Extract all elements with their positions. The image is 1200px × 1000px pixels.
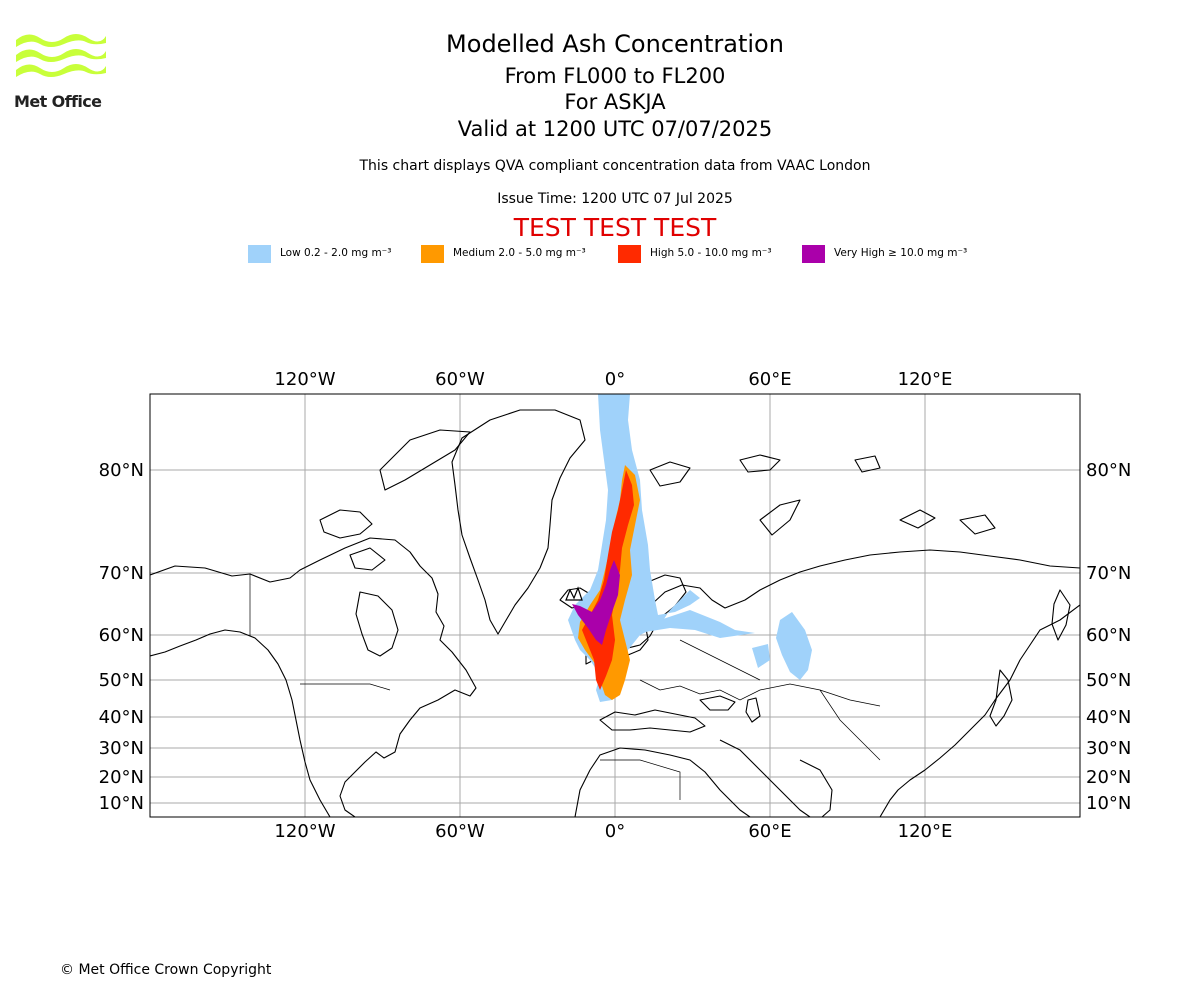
legend-label-high: High 5.0 - 10.0 mg m⁻³ [650, 247, 772, 259]
lon-label-top-60w: 60°W [435, 369, 485, 390]
copyright-notice: © Met Office Crown Copyright [60, 962, 272, 978]
legend-swatch-very-high [802, 245, 825, 263]
kamchatka [1051, 589, 1071, 641]
lat-label-left-80n: 80°N [99, 460, 144, 481]
legend-label-low: Low 0.2 - 2.0 mg m⁻³ [280, 247, 392, 259]
ash-very-high-region [572, 560, 620, 645]
lon-labels-bottom: 120°W 60°W 0° 60°E 120°E [274, 821, 952, 842]
asia-east-coast [879, 604, 1080, 817]
lat-labels-right: 80°N 70°N 60°N 50°N 40°N 30°N 20°N 10°N [1086, 460, 1131, 814]
issue-time: Issue Time: 1200 UTC 07 Jul 2025 [497, 191, 733, 207]
arctic-islands [319, 429, 471, 571]
north-america-coast [150, 537, 477, 817]
africa-north [574, 747, 751, 817]
svalbard-novaya [649, 454, 801, 536]
lat-label-right-70n: 70°N [1086, 563, 1131, 584]
border-us-canada [300, 683, 391, 691]
lat-label-left-70n: 70°N [99, 563, 144, 584]
lat-label-right-60n: 60°N [1086, 625, 1131, 646]
flight-level-range: From FL000 to FL200 [504, 64, 726, 88]
country-borders [249, 574, 881, 800]
ash-low-siberia [752, 612, 812, 680]
met-office-logo: Met Office [14, 30, 108, 112]
logo-text: Met Office [14, 92, 102, 111]
lat-label-right-80n: 80°N [1086, 460, 1131, 481]
volcano-name: For ASKJA [564, 90, 666, 114]
japan [989, 669, 1013, 727]
border-africa [600, 759, 681, 800]
mediterranean [599, 709, 706, 733]
lat-labels-left: 80°N 70°N 60°N 50°N 40°N 30°N 20°N 10°N [99, 460, 144, 814]
qva-note: This chart displays QVA compliant concen… [359, 158, 871, 174]
siberia-islands [854, 455, 996, 535]
coastlines [150, 409, 1080, 817]
legend-swatch-low [248, 245, 271, 263]
lon-label-bottom-120w: 120°W [274, 821, 335, 842]
lat-label-left-20n: 20°N [99, 767, 144, 788]
arabia-india [719, 739, 833, 817]
lat-label-right-30n: 30°N [1086, 738, 1131, 759]
lat-label-right-20n: 20°N [1086, 767, 1131, 788]
lat-label-left-60n: 60°N [99, 625, 144, 646]
lon-label-bottom-120e: 120°E [898, 821, 953, 842]
lon-label-top-0: 0° [605, 369, 625, 390]
lat-label-left-50n: 50°N [99, 670, 144, 691]
test-banner: TEST TEST TEST [513, 213, 717, 242]
met-office-wave-logo-icon [16, 34, 106, 77]
lon-label-top-60e: 60°E [748, 369, 791, 390]
lon-label-bottom-60e: 60°E [748, 821, 791, 842]
border-russia-west [679, 639, 761, 681]
ash-low-russia [632, 610, 755, 638]
chart-title: Modelled Ash Concentration [446, 30, 784, 58]
lat-label-left-10n: 10°N [99, 793, 144, 814]
ash-low-region [568, 394, 700, 702]
valid-time: Valid at 1200 UTC 07/07/2025 [457, 117, 773, 141]
legend-label-very-high: Very High ≥ 10.0 mg m⁻³ [834, 247, 968, 259]
legend: Low 0.2 - 2.0 mg m⁻³ Medium 2.0 - 5.0 mg… [0, 244, 1200, 264]
legend-swatch-medium [421, 245, 444, 263]
lon-label-top-120w: 120°W [274, 369, 335, 390]
border-eurasia [639, 679, 881, 707]
lon-label-bottom-0: 0° [605, 821, 625, 842]
lon-label-bottom-60w: 60°W [435, 821, 485, 842]
black-caspian [699, 695, 761, 723]
lon-label-top-120e: 120°E [898, 369, 953, 390]
border-china [819, 689, 881, 761]
volcano-marker-icon [565, 586, 583, 601]
ash-plume [568, 394, 812, 702]
lon-labels-top: 120°W 60°W 0° 60°E 120°E [274, 369, 952, 390]
legend-label-medium: Medium 2.0 - 5.0 mg m⁻³ [453, 247, 586, 259]
map-frame [149, 393, 1081, 818]
lat-label-right-50n: 50°N [1086, 670, 1131, 691]
hudson-bay [355, 591, 399, 657]
lat-label-right-10n: 10°N [1086, 793, 1131, 814]
lat-label-right-40n: 40°N [1086, 707, 1131, 728]
greenland-coast [451, 409, 586, 635]
lat-label-left-40n: 40°N [99, 707, 144, 728]
lat-label-left-30n: 30°N [99, 738, 144, 759]
legend-swatch-high [618, 245, 641, 263]
eurasia-coast [604, 549, 1080, 691]
